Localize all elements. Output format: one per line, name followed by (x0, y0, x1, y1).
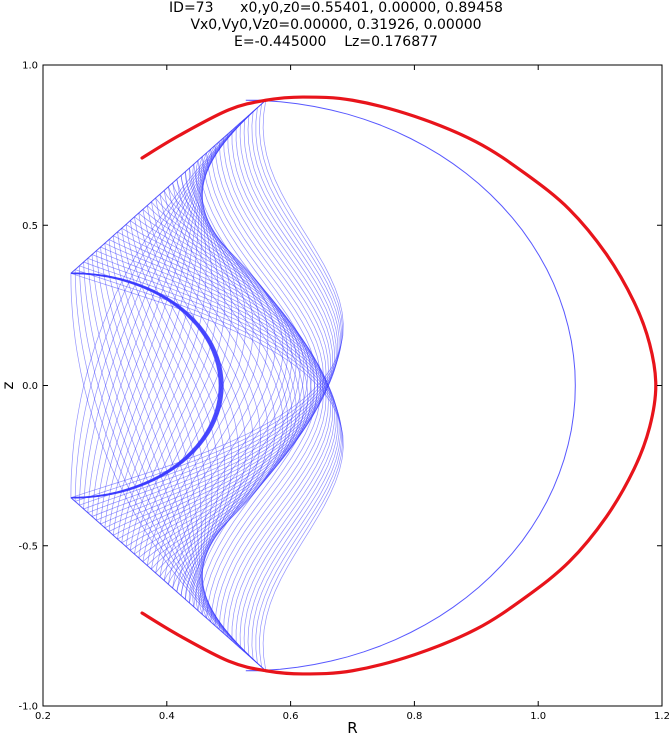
orbit-mesh-line (159, 179, 293, 577)
title-line-2: Vx0,Vy0,Vz0=0.00000, 0.31926, 0.00000 (190, 17, 482, 33)
orbit-mesh-line (138, 160, 233, 558)
x-tick-label: 1.2 (654, 711, 670, 722)
zero-velocity-curve (140, 95, 658, 676)
orbit-mesh-line (79, 107, 342, 506)
orbit-mesh-line (70, 100, 344, 499)
plot-frame (42, 64, 663, 707)
orbit-mesh-line (83, 261, 254, 660)
orbit-mesh-line (142, 209, 308, 607)
orbit-mesh-line (121, 227, 324, 626)
orbit-mesh-line (95, 250, 241, 649)
orbit-mesh-line (91, 254, 245, 653)
orbit-mesh-line (100, 126, 335, 525)
orbit-mesh-line (125, 149, 213, 547)
orbit-mesh-line (155, 175, 297, 574)
orbit-mesh-line (134, 216, 315, 615)
x-axis-label: R (347, 719, 357, 736)
orbit-mesh-line (134, 156, 315, 555)
orbit-mesh-line (78, 265, 258, 664)
orbit-mesh-line (151, 171, 301, 570)
orbit-mesh-line (117, 141, 327, 540)
y-axis-label: z (0, 381, 17, 389)
x-tick-label: 0.8 (406, 711, 422, 722)
orbit-mesh-line (129, 152, 219, 551)
orbit-mesh-line (72, 272, 222, 499)
orbit-mesh-line (113, 235, 329, 634)
orbit-mesh-line (125, 149, 321, 547)
orbit-mesh-line (79, 265, 342, 664)
orbit-mesh-line (163, 182, 288, 581)
orbit-mesh-line (163, 182, 276, 581)
orbit-mesh-line (155, 197, 297, 596)
chart-title: ID=73 x0,y0,z0=0.55401, 0.00000, 0.89458… (0, 0, 672, 51)
orbit-mesh-line (167, 186, 284, 585)
title-line-1: ID=73 x0,y0,z0=0.55401, 0.00000, 0.89458 (169, 0, 503, 16)
orbit-mesh-line (70, 272, 344, 671)
orbit-mesh-line (113, 137, 329, 536)
orbit-mesh-line (125, 224, 321, 622)
y-tick-label: 0.0 (22, 381, 38, 392)
orbit-mesh-line (130, 220, 319, 619)
orbit-mesh-line (87, 115, 250, 513)
axis-ticks: 0.2 0.4 0.6 0.8 1.0 1.2 -1.0 -0.5 0.0 0.5 1.0 (18, 61, 669, 723)
orbit-mesh-line (142, 209, 240, 607)
orbit-mesh (70, 99, 576, 672)
orbit-mesh-line (74, 272, 224, 499)
orbit-mesh-line (70, 99, 576, 672)
orbit-mesh-line (78, 107, 258, 506)
y-tick-label: -1.0 (18, 702, 38, 713)
x-tick-label: 1.0 (530, 711, 546, 722)
y-tick-label: 1.0 (22, 61, 38, 72)
orbit-mesh-line (83, 111, 254, 510)
orbit-mesh-line (159, 179, 269, 577)
orbit-mesh-line (100, 246, 335, 645)
x-tick-label: 0.2 (35, 711, 51, 722)
orbit-mesh-line (163, 190, 288, 589)
orbit-mesh-line (155, 175, 261, 573)
x-tick-label: 0.6 (283, 711, 299, 722)
orbit-mesh-line (151, 201, 301, 600)
orbit-mesh-line (108, 134, 332, 532)
orbit-mesh-line (117, 231, 327, 630)
orbit-mesh-line (146, 205, 247, 604)
orbit-mesh-line (146, 167, 247, 566)
title-line-3: E=-0.445000 Lz=0.176877 (234, 34, 438, 50)
orbit-mesh-line (138, 213, 233, 611)
orbit-mesh-line (91, 118, 245, 517)
orbit-mesh-line (108, 239, 332, 637)
x-tick-label: 0.4 (159, 711, 175, 722)
orbit-mesh-line (134, 156, 226, 555)
orbit-mesh-line (129, 220, 219, 619)
orbit-mesh-line (146, 205, 305, 604)
orbit-mesh-line (138, 212, 312, 611)
orbit-mesh-line (155, 198, 261, 596)
y-tick-label: 0.5 (22, 221, 38, 232)
orbit-mesh-line (142, 164, 240, 562)
orbit-mesh-line (73, 272, 223, 499)
orbit-mesh-line (95, 122, 241, 521)
orbit-mesh-line (159, 194, 293, 592)
y-tick-label: -0.5 (18, 541, 38, 552)
